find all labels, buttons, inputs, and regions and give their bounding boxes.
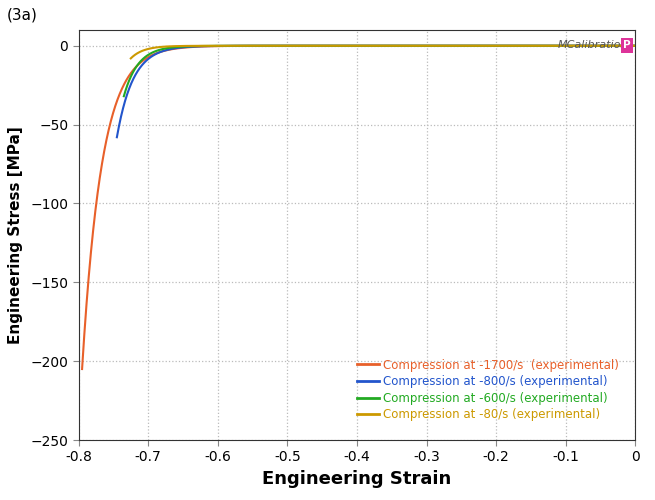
Compression at -600/s (experimental) bbox=[523, 43, 531, 49]
Compression at -80/s (experimental) bbox=[359, 43, 367, 49]
Compression at -80/s (experimental) bbox=[616, 43, 624, 49]
Compression at -1700/s  (experimental) bbox=[615, 43, 623, 49]
Compression at -600/s (experimental) bbox=[120, 93, 128, 99]
Text: MCalibration: MCalibration bbox=[557, 40, 627, 50]
Compression at -600/s (experimental) bbox=[369, 43, 377, 49]
Compression at -1700/s  (experimental) bbox=[106, 120, 114, 126]
Compression at -600/s (experimental) bbox=[616, 43, 624, 49]
Legend: Compression at -1700/s  (experimental), Compression at -800/s (experimental), Co: Compression at -1700/s (experimental), C… bbox=[352, 354, 624, 426]
Compression at -800/s (experimental) bbox=[521, 43, 529, 49]
Compression at -1700/s  (experimental) bbox=[615, 43, 623, 49]
Compression at -1700/s  (experimental) bbox=[631, 43, 639, 49]
Compression at -600/s (experimental) bbox=[146, 51, 154, 57]
Compression at -1700/s  (experimental) bbox=[78, 366, 86, 372]
Text: P: P bbox=[623, 40, 631, 50]
Compression at -800/s (experimental) bbox=[113, 134, 121, 140]
Compression at -800/s (experimental) bbox=[631, 43, 639, 49]
Compression at -1700/s  (experimental) bbox=[333, 43, 341, 49]
Compression at -800/s (experimental) bbox=[616, 43, 624, 49]
X-axis label: Engineering Strain: Engineering Strain bbox=[263, 470, 451, 488]
Compression at -600/s (experimental) bbox=[631, 43, 639, 49]
Compression at -800/s (experimental) bbox=[616, 43, 624, 49]
Line: Compression at -80/s (experimental): Compression at -80/s (experimental) bbox=[131, 46, 635, 58]
Compression at -80/s (experimental) bbox=[631, 43, 639, 49]
Line: Compression at -1700/s  (experimental): Compression at -1700/s (experimental) bbox=[82, 46, 635, 369]
Compression at -80/s (experimental) bbox=[524, 43, 532, 49]
Compression at -1700/s  (experimental) bbox=[514, 43, 521, 49]
Line: Compression at -800/s (experimental): Compression at -800/s (experimental) bbox=[117, 46, 635, 137]
Compression at -80/s (experimental) bbox=[127, 56, 135, 62]
Line: Compression at -600/s (experimental): Compression at -600/s (experimental) bbox=[124, 46, 635, 96]
Y-axis label: Engineering Stress [MPa]: Engineering Stress [MPa] bbox=[9, 126, 23, 344]
Text: (3a): (3a) bbox=[7, 8, 37, 22]
Compression at -600/s (experimental) bbox=[616, 43, 624, 49]
Compression at -80/s (experimental) bbox=[153, 44, 160, 51]
Compression at -800/s (experimental) bbox=[365, 43, 373, 49]
Compression at -800/s (experimental) bbox=[140, 60, 147, 66]
Compression at -600/s (experimental) bbox=[355, 43, 363, 49]
Compression at -80/s (experimental) bbox=[372, 43, 380, 49]
Compression at -80/s (experimental) bbox=[617, 43, 625, 49]
Compression at -1700/s  (experimental) bbox=[347, 43, 355, 49]
Compression at -800/s (experimental) bbox=[351, 43, 359, 49]
